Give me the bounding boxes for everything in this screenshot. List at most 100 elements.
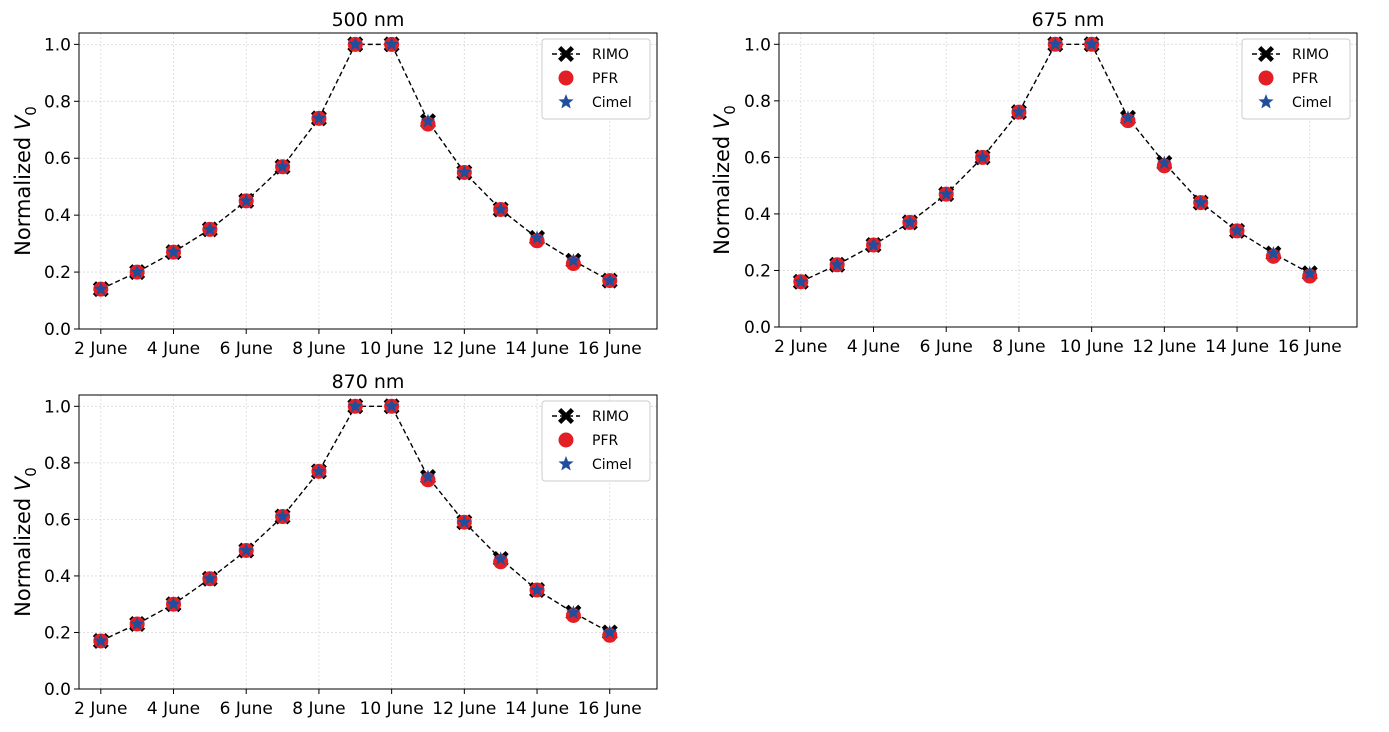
cimel-point [457,164,472,179]
cimel-point [202,571,217,585]
y-tick-label: 0.4 [44,567,71,587]
legend-label: RIMO [1292,47,1329,63]
y-axis-label-subscript: 0 [22,106,40,116]
x-tick-label: 2 June [74,339,127,359]
y-tick-label: 0.2 [44,623,71,643]
axes-frame [78,394,658,690]
y-tick-label: 0.2 [44,263,71,283]
x-tick-label: 6 June [920,337,973,357]
x-tick-label: 14 June [505,699,569,719]
cimel-point [493,551,508,566]
y-tick-label: 0.8 [744,92,771,112]
legend: RIMO PFR Cimel [1241,38,1351,120]
y-tick-label: 0.0 [44,680,71,700]
cimel-point [311,463,327,478]
chart-panel-1: 0.0 0.2 0.4 0.6 0.8 1.0 2 June 4 June 6 June 8 Ju… [710,9,1358,357]
cimel-point [202,221,217,236]
cimel-point [866,237,881,252]
cimel-point [830,257,845,271]
x-tick-label: 8 June [292,339,345,359]
x-tick-label: 2 June [74,699,127,719]
y-tick-label: 1.0 [744,35,771,55]
y-axis-label-text: Normalized [11,491,35,617]
cimel-point [529,582,545,597]
x-tick-label: 6 June [220,699,273,719]
cimel-point [566,253,581,267]
cimel-point [93,633,108,648]
cimel-point [793,274,808,288]
x-marker-icon [558,46,574,62]
legend: RIMO PFR Cimel [541,38,651,120]
y-tick-label: 0.8 [44,92,71,112]
cimel-point [420,113,436,128]
legend-label: RIMO [592,47,629,63]
chart-panel-2: 0.0 0.2 0.4 0.6 0.8 1.0 2 June 4 June 6 June 8 Ju… [11,371,658,719]
chart-title: 500 nm [332,9,405,31]
y-tick-label: 0.4 [44,206,71,226]
cimel-point [130,264,145,279]
x-tick-label: 12 June [432,339,496,359]
cimel-point [902,214,917,229]
y-axis-label-subscript: 0 [721,105,739,115]
cimel-point [166,596,181,611]
x-tick-label: 16 June [578,339,642,359]
star-marker-icon [558,94,574,109]
x-tick-label: 12 June [1132,337,1196,357]
cimel-point [1011,104,1027,119]
star-marker-icon [558,456,574,471]
star-marker-icon [1258,94,1274,109]
legend-label: Cimel [592,95,632,111]
legend-label: Cimel [592,457,632,473]
y-axis-label-var: V [11,114,35,130]
cimel-point [602,624,617,639]
x-tick-label: 14 June [505,339,569,359]
cimel-point [239,542,254,557]
x-tick-label: 4 June [847,337,900,357]
y-axis-label-subscript: 0 [22,467,40,477]
y-tick-label: 0.0 [44,320,71,340]
x-tick-label: 6 June [220,339,273,359]
x-marker-icon [1258,46,1274,62]
y-axis-label: Normalized V0 [710,105,739,255]
cimel-point [457,514,472,529]
legend-label: Cimel [1292,95,1332,111]
cimel-point [348,36,363,51]
x-tick-label: 14 June [1205,337,1269,357]
y-axis-label-var: V [710,113,734,129]
cimel-point [529,230,545,244]
cimel-point [566,605,581,619]
cimel-point [275,159,290,173]
legend-label: RIMO [592,409,629,425]
x-tick-label: 8 June [992,337,1045,357]
y-tick-label: 1.0 [44,397,71,417]
cimel-point [1120,110,1136,124]
circle-marker-icon [558,70,574,86]
y-tick-label: 0.0 [744,318,771,338]
y-tick-label: 0.6 [744,148,771,168]
chart-title: 675 nm [1032,9,1105,31]
y-axis-label-var: V [11,475,35,491]
cimel-point [1302,265,1317,280]
legend-label: PFR [592,433,618,449]
cimel-point [939,186,954,201]
circle-marker-icon [558,432,574,448]
cimel-point [130,616,145,631]
cimel-point [602,273,617,287]
x-marker-icon [558,408,574,424]
cimel-point [1266,246,1281,260]
x-tick-label: 2 June [774,337,827,357]
legend: RIMO PFR Cimel [541,400,651,482]
x-tick-label: 12 June [432,699,496,719]
y-axis-label: Normalized V0 [11,467,40,617]
cimel-point [975,149,990,164]
cimel-point [420,469,436,484]
y-tick-label: 0.6 [44,149,71,169]
x-tick-label: 16 June [1278,337,1342,357]
y-tick-label: 1.0 [44,35,71,55]
x-tick-label: 8 June [292,699,345,719]
y-tick-label: 0.8 [44,454,71,474]
legend-label: PFR [592,71,618,87]
cimel-point [311,110,327,125]
cimel-point [1193,195,1208,209]
